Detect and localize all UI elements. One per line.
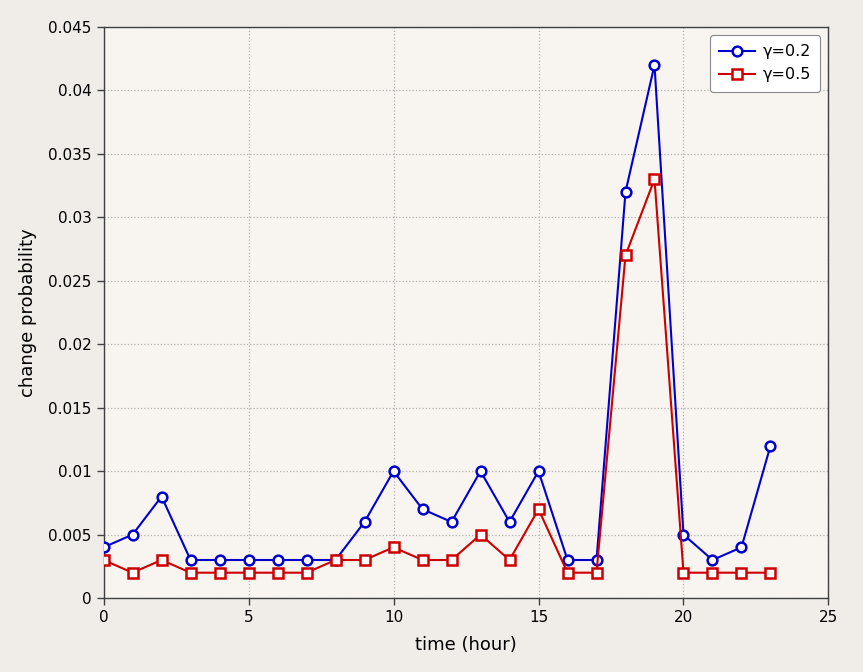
- γ=0.5: [446, 556, 457, 564]
- γ=0.2: [331, 556, 341, 564]
- γ=0.5: [186, 569, 196, 577]
- γ=0.2: [128, 531, 138, 539]
- γ=0.2: [418, 505, 428, 513]
- γ=0.5: [331, 556, 341, 564]
- γ=0.5: [708, 569, 718, 577]
- γ=0.5: [156, 556, 167, 564]
- γ=0.2: [98, 543, 109, 551]
- γ=0.2: [591, 556, 602, 564]
- γ=0.5: [301, 569, 312, 577]
- γ=0.5: [591, 569, 602, 577]
- Line: γ=0.5: γ=0.5: [98, 174, 775, 577]
- γ=0.2: [388, 467, 399, 475]
- γ=0.2: [708, 556, 718, 564]
- γ=0.5: [243, 569, 254, 577]
- γ=0.5: [533, 505, 544, 513]
- γ=0.5: [678, 569, 689, 577]
- γ=0.2: [243, 556, 254, 564]
- γ=0.2: [446, 518, 457, 526]
- γ=0.2: [563, 556, 573, 564]
- Legend: γ=0.2, γ=0.5: γ=0.2, γ=0.5: [710, 35, 821, 92]
- γ=0.5: [128, 569, 138, 577]
- γ=0.5: [214, 569, 224, 577]
- γ=0.2: [533, 467, 544, 475]
- γ=0.2: [156, 493, 167, 501]
- γ=0.2: [765, 442, 776, 450]
- γ=0.2: [273, 556, 283, 564]
- γ=0.5: [736, 569, 746, 577]
- Line: γ=0.2: γ=0.2: [98, 60, 775, 565]
- γ=0.2: [649, 61, 659, 69]
- γ=0.2: [301, 556, 312, 564]
- X-axis label: time (hour): time (hour): [415, 636, 517, 654]
- γ=0.2: [476, 467, 486, 475]
- γ=0.2: [504, 518, 514, 526]
- γ=0.5: [388, 543, 399, 551]
- γ=0.2: [359, 518, 369, 526]
- γ=0.5: [765, 569, 776, 577]
- γ=0.2: [736, 543, 746, 551]
- γ=0.2: [678, 531, 689, 539]
- γ=0.5: [273, 569, 283, 577]
- γ=0.5: [98, 556, 109, 564]
- γ=0.2: [186, 556, 196, 564]
- γ=0.5: [359, 556, 369, 564]
- Y-axis label: change probability: change probability: [19, 228, 37, 397]
- γ=0.5: [620, 251, 631, 259]
- γ=0.5: [563, 569, 573, 577]
- γ=0.5: [504, 556, 514, 564]
- γ=0.2: [620, 188, 631, 196]
- γ=0.5: [649, 175, 659, 183]
- γ=0.2: [214, 556, 224, 564]
- γ=0.5: [418, 556, 428, 564]
- γ=0.5: [476, 531, 486, 539]
